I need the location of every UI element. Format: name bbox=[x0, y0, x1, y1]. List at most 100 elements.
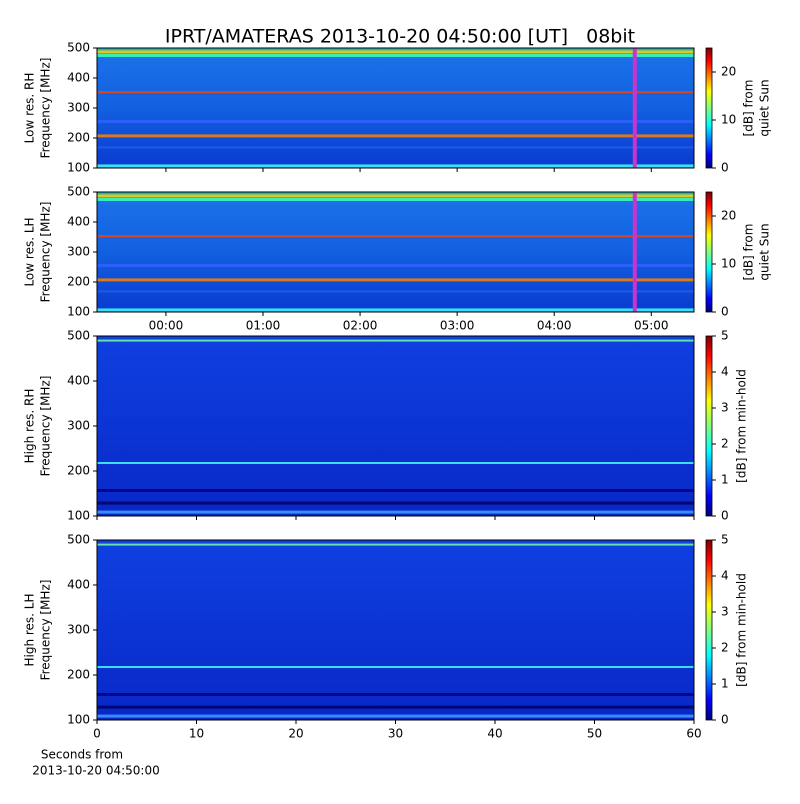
y-tick-label: 500 bbox=[67, 185, 90, 199]
colorbar-label: quiet Sun bbox=[758, 223, 772, 280]
colorbar-tick-label: 0 bbox=[721, 161, 729, 175]
y-tick-label: 300 bbox=[67, 419, 90, 433]
colorbar-label: [dB] from bbox=[742, 80, 756, 137]
colorbar-tick-label: 20 bbox=[721, 209, 736, 223]
x-tick-label: 40 bbox=[487, 727, 502, 741]
spectrogram bbox=[97, 540, 694, 720]
spectrogram-band bbox=[97, 146, 694, 149]
spectrogram-band bbox=[97, 462, 694, 464]
spectrogram bbox=[97, 192, 694, 312]
spectrogram-band bbox=[97, 693, 694, 696]
y-tick-label: 100 bbox=[67, 305, 90, 319]
colorbar-label: [dB] from min-hold bbox=[735, 369, 749, 483]
y-axis-label: Low res. LH bbox=[23, 217, 37, 286]
x-axis-label: Seconds from bbox=[41, 748, 123, 762]
spectrogram-band bbox=[97, 194, 694, 198]
colorbar-tick-label: 3 bbox=[721, 605, 729, 619]
y-tick-label: 200 bbox=[67, 464, 90, 478]
colorbar-tick-label: 1 bbox=[721, 677, 729, 691]
y-tick-label: 200 bbox=[67, 275, 90, 289]
spectrogram-band bbox=[97, 308, 694, 312]
x-tick-label: 0 bbox=[93, 727, 101, 741]
spectrogram-band bbox=[97, 705, 694, 709]
x-tick-label: 60 bbox=[686, 727, 701, 741]
y-axis-label: High res. LH bbox=[23, 593, 37, 666]
y-tick-label: 500 bbox=[67, 329, 90, 343]
spectrogram-band bbox=[97, 510, 694, 514]
colorbar-tick-label: 0 bbox=[721, 509, 729, 523]
colorbar-label: [dB] from min-hold bbox=[735, 573, 749, 687]
x-tick-label: 02:00 bbox=[343, 319, 378, 333]
spectrogram-band bbox=[97, 134, 694, 138]
colorbar-tick-label: 5 bbox=[721, 329, 729, 343]
spectrogram-band bbox=[97, 543, 694, 546]
spectrogram-band bbox=[97, 54, 694, 57]
colorbar bbox=[705, 539, 713, 721]
y-tick-label: 500 bbox=[67, 41, 90, 55]
colorbar-tick-label: 0 bbox=[721, 305, 729, 319]
time-marker bbox=[632, 192, 637, 312]
x-tick-label: 00:00 bbox=[149, 319, 184, 333]
y-tick-label: 400 bbox=[67, 578, 90, 592]
figure-title: IPRT/AMATERAS 2013-10-20 04:50:00 [UT] 0… bbox=[165, 26, 635, 48]
x-tick-label: 50 bbox=[587, 727, 602, 741]
colorbar-tick-label: 3 bbox=[721, 401, 729, 415]
y-axis-label: Low res. RH bbox=[23, 73, 37, 144]
y-axis-label: Frequency [MHz] bbox=[39, 580, 53, 681]
spectrogram-band bbox=[97, 264, 694, 267]
spectrogram-band bbox=[97, 198, 694, 201]
spectrogram-band bbox=[97, 120, 694, 123]
x-tick-label: 10 bbox=[189, 727, 204, 741]
y-tick-label: 300 bbox=[67, 101, 90, 115]
colorbar-label: [dB] from bbox=[742, 224, 756, 281]
x-tick-label: 30 bbox=[388, 727, 403, 741]
spectrogram-band bbox=[97, 501, 694, 505]
colorbar-tick-label: 20 bbox=[721, 65, 736, 79]
spectrogram-band bbox=[97, 278, 694, 282]
time-marker bbox=[632, 48, 637, 168]
colorbar-tick-label: 4 bbox=[721, 569, 729, 583]
y-axis-label: High res. RH bbox=[23, 389, 37, 464]
y-tick-label: 300 bbox=[67, 245, 90, 259]
x-tick-label: 01:00 bbox=[246, 319, 281, 333]
y-tick-label: 400 bbox=[67, 374, 90, 388]
y-tick-label: 100 bbox=[67, 161, 90, 175]
colorbar bbox=[705, 47, 713, 169]
x-tick-label: 03:00 bbox=[440, 319, 475, 333]
colorbar-tick-label: 2 bbox=[721, 641, 729, 655]
y-axis-label: Frequency [MHz] bbox=[39, 202, 53, 303]
spectrogram-band bbox=[97, 489, 694, 492]
y-tick-label: 200 bbox=[67, 668, 90, 682]
spectrogram-band bbox=[97, 666, 694, 668]
spectrogram-band bbox=[97, 164, 694, 168]
y-tick-label: 400 bbox=[67, 215, 90, 229]
colorbar-tick-label: 4 bbox=[721, 365, 729, 379]
y-tick-label: 100 bbox=[67, 509, 90, 523]
colorbar bbox=[705, 335, 713, 517]
y-tick-label: 400 bbox=[67, 71, 90, 85]
x-tick-label: 05:00 bbox=[634, 319, 669, 333]
spectrogram-band bbox=[97, 91, 694, 94]
spectrogram-band bbox=[97, 290, 694, 293]
colorbar-tick-label: 5 bbox=[721, 533, 729, 547]
x-tick-label: 20 bbox=[288, 727, 303, 741]
spectrogram-band bbox=[97, 235, 694, 238]
spectrogram bbox=[97, 48, 694, 168]
colorbar bbox=[705, 191, 713, 313]
colorbar-tick-label: 10 bbox=[721, 113, 736, 127]
y-tick-label: 100 bbox=[67, 713, 90, 727]
y-axis-label: Frequency [MHz] bbox=[39, 58, 53, 159]
colorbar-tick-label: 1 bbox=[721, 473, 729, 487]
spectrogram-band bbox=[97, 339, 694, 342]
x-axis-label: 2013-10-20 04:50:00 bbox=[32, 764, 159, 778]
y-axis-label: Frequency [MHz] bbox=[39, 376, 53, 477]
colorbar-tick-label: 0 bbox=[721, 713, 729, 727]
colorbar-tick-label: 10 bbox=[721, 257, 736, 271]
y-tick-label: 300 bbox=[67, 623, 90, 637]
y-tick-label: 200 bbox=[67, 131, 90, 145]
colorbar-tick-label: 2 bbox=[721, 437, 729, 451]
spectrogram bbox=[97, 336, 694, 516]
x-tick-label: 04:00 bbox=[537, 319, 572, 333]
colorbar-label: quiet Sun bbox=[758, 79, 772, 136]
